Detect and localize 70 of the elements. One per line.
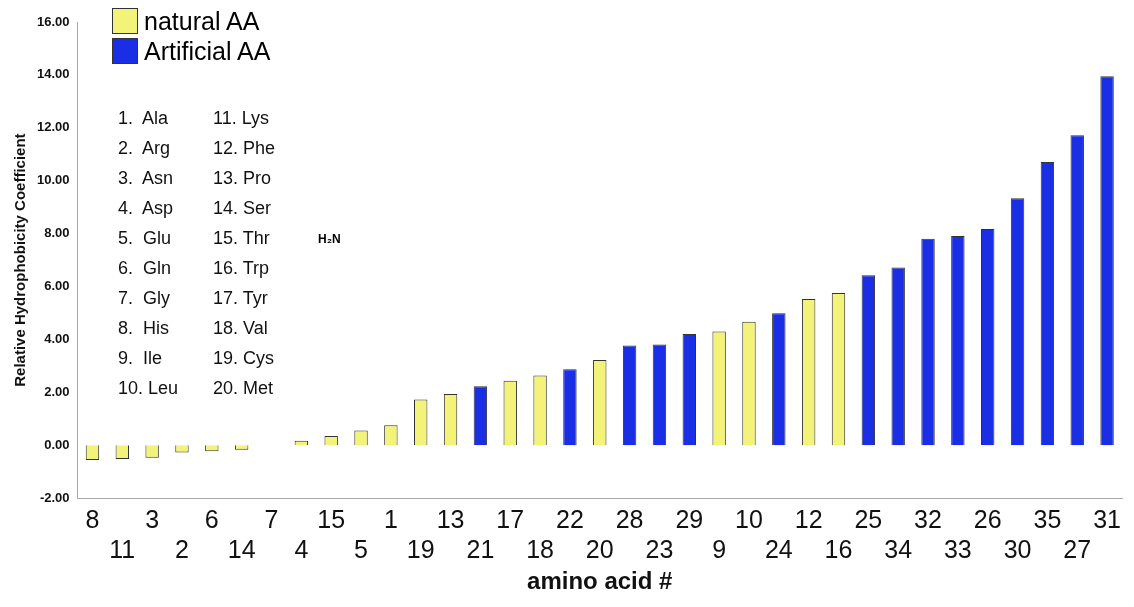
x-tick-label: 22 xyxy=(556,505,584,534)
x-tick-label: 7 xyxy=(264,505,279,534)
x-tick-label: 19 xyxy=(406,535,435,564)
x-tick-label: 4 xyxy=(294,535,309,564)
x-tick-label: 29 xyxy=(675,505,704,534)
y-tick-label: -2.00 xyxy=(39,489,70,505)
annotation: 10. Leu xyxy=(118,378,180,400)
y-axis-title: Relative Hydrophobicity Coefficient xyxy=(11,133,29,387)
x-tick-label: 15 xyxy=(317,505,346,534)
annotation: 2. Arg xyxy=(118,138,172,160)
annotation: 3. Asn xyxy=(118,168,175,190)
x-tick-label: 23 xyxy=(645,535,674,564)
annotation: 17. Tyr xyxy=(213,288,269,310)
y-tick-label: 16.00 xyxy=(36,13,70,29)
x-tick-label: 14 xyxy=(227,535,256,564)
x-tick-label: 35 xyxy=(1033,505,1062,534)
x-axis-title: amino acid # xyxy=(527,567,673,595)
x-tick-label: 2 xyxy=(175,535,189,564)
annotation: 11. Lys xyxy=(213,108,271,130)
x-tick-label: 31 xyxy=(1093,505,1121,534)
y-tick-label: 12.00 xyxy=(36,119,70,135)
annotation: 4. Asp xyxy=(118,198,175,220)
x-tick-label: 26 xyxy=(973,505,1002,534)
x-tick-label: 13 xyxy=(436,505,465,534)
x-tick-label: 28 xyxy=(615,505,644,534)
x-tick-label: 20 xyxy=(585,535,614,564)
annotation: 16. Trp xyxy=(213,258,271,280)
annotation: H₂N xyxy=(318,232,341,246)
y-tick-label: 10.00 xyxy=(36,172,70,188)
annotation: 9. Ile xyxy=(118,348,164,370)
y-tick-label: 6.00 xyxy=(44,278,70,294)
x-tick-label: 16 xyxy=(824,535,853,564)
y-tick-label: 8.00 xyxy=(44,225,70,241)
annotation: 8. His xyxy=(118,318,170,340)
legend-label: Artificial AA xyxy=(144,36,271,66)
x-tick-label: 12 xyxy=(794,505,823,534)
y-tick-label: 0.00 xyxy=(44,436,70,452)
annotation: 1. Ala xyxy=(118,108,170,130)
x-tick-label: 24 xyxy=(764,535,793,564)
legend-label: natural AA xyxy=(144,6,260,36)
x-tick-label: 32 xyxy=(914,505,942,534)
annotation: 15. Thr xyxy=(213,228,270,248)
x-tick-label: 21 xyxy=(466,535,495,564)
x-tick-label: 8 xyxy=(85,505,100,534)
x-tick-label: 33 xyxy=(943,535,972,564)
annotation: 19. Cys xyxy=(213,348,276,370)
annotation: 14. Ser xyxy=(213,198,273,220)
annotation: 20. Met xyxy=(213,378,275,400)
annotation: 12. Phe xyxy=(213,138,277,160)
x-tick-label: 5 xyxy=(354,535,368,564)
x-tick-label: 1 xyxy=(383,505,398,534)
y-tick-label: 14.00 xyxy=(36,66,70,82)
annotation: 18. Val xyxy=(213,318,269,340)
x-tick-label: 27 xyxy=(1063,535,1092,564)
annotation: 7. Gly xyxy=(118,288,171,310)
x-tick-label: 18 xyxy=(526,535,554,564)
annotation: 13. Pro xyxy=(213,168,273,190)
y-tick-label: 2.00 xyxy=(44,383,70,399)
x-tick-label: 6 xyxy=(204,505,219,534)
annotation: 5. Glu xyxy=(118,228,173,250)
x-tick-label: 34 xyxy=(884,535,913,564)
x-tick-label: 17 xyxy=(496,505,525,534)
x-tick-label: 11 xyxy=(109,535,136,564)
y-tick-label: 4.00 xyxy=(44,331,70,347)
x-tick-label: 25 xyxy=(854,505,883,534)
x-tick-label: 10 xyxy=(735,505,763,534)
annotation: 6. Gln xyxy=(118,258,173,280)
x-tick-label: 30 xyxy=(1003,535,1032,564)
x-tick-label: 9 xyxy=(712,535,727,564)
x-tick-label: 3 xyxy=(145,505,160,534)
